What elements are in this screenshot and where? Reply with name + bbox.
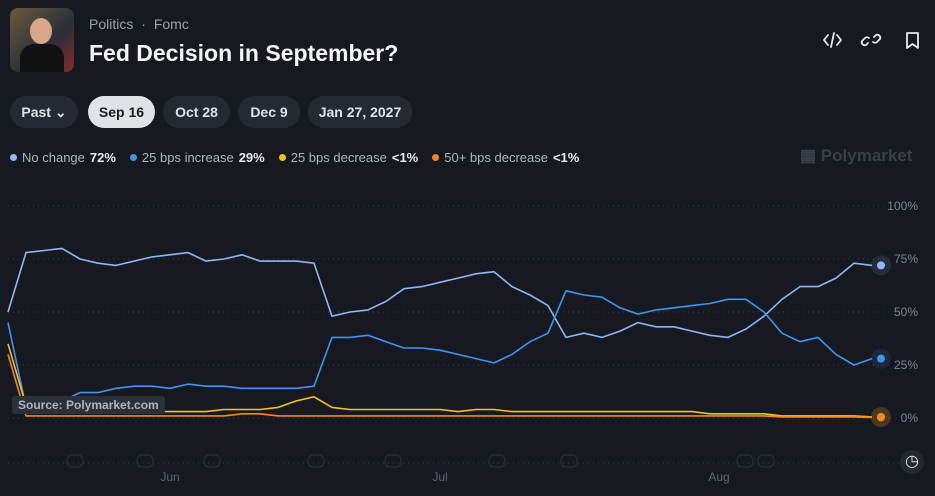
range-handle (136, 454, 154, 468)
legend-dot (10, 154, 17, 161)
range-handle (66, 454, 84, 468)
legend-dot (278, 154, 286, 161)
x-tick-label: Jul (432, 470, 447, 484)
legend-name: No change (22, 150, 85, 165)
series-line (7, 290, 873, 409)
legend-value: 29% (238, 150, 265, 165)
category[interactable]: Politics (89, 16, 134, 32)
date-tab[interactable]: Sep 16 (88, 96, 155, 128)
legend-entry[interactable]: 50+ bps decrease <1% (432, 150, 579, 165)
brand: Polymarket (820, 146, 913, 165)
header-icons (823, 32, 919, 49)
end-dot (877, 354, 885, 363)
date-tab[interactable]: Jan 27, 2027 (308, 96, 412, 128)
y-tick-label: 50% (894, 305, 918, 319)
date-tab[interactable]: Dec 9 (238, 96, 300, 128)
legend-dot (129, 154, 137, 161)
x-tick-label: Aug (708, 470, 729, 484)
y-tick-label: 100% (887, 199, 918, 213)
legend-dot (432, 154, 440, 161)
dropdown-label: Past (21, 104, 51, 120)
end-dot (877, 413, 885, 422)
embed-icon[interactable] (823, 32, 842, 48)
legend-name: 25 bps decrease (290, 150, 387, 165)
end-dot (877, 261, 885, 270)
separator: · (141, 16, 146, 32)
legend-value: <1% (552, 150, 580, 165)
y-tick-label: 0% (901, 411, 919, 425)
legend-value: 72% (89, 150, 116, 165)
market-image (10, 8, 74, 72)
x-tick-label: Jun (160, 470, 179, 484)
range-handle (736, 454, 754, 468)
legend-name: 25 bps increase (141, 150, 234, 165)
range-handle (488, 454, 506, 468)
brand-watermark: ▦ Polymarket (800, 146, 913, 165)
legend-entry[interactable]: 25 bps increase 29% (129, 150, 265, 165)
title: Fed Decision in September? (89, 40, 399, 66)
legend-entry[interactable]: 25 bps decrease <1% (278, 150, 419, 165)
range-handle (384, 454, 402, 468)
bookmark-icon[interactable] (906, 32, 919, 49)
series-line (7, 354, 873, 419)
date-tab[interactable]: Oct 28 (163, 96, 230, 128)
source: Source: Polymarket.com (12, 396, 165, 414)
history-button[interactable]: ◷ (900, 450, 924, 474)
range-handle (203, 454, 221, 468)
legend-name: 50+ bps decrease (444, 150, 548, 165)
y-tick-label: 75% (894, 252, 918, 266)
range-handle (757, 454, 775, 468)
dropdown[interactable]: Past ⌄ (10, 96, 78, 128)
range-handle (307, 454, 325, 468)
legend-value: <1% (391, 150, 419, 165)
range-handle (560, 454, 578, 468)
y-tick-label: 25% (894, 358, 918, 372)
subcategory[interactable]: Fomc (153, 16, 189, 32)
legend: No change 72% 25 bps increase 29% 25 bps dec… (10, 150, 579, 165)
link-icon[interactable] (860, 33, 882, 47)
legend-entry[interactable]: No change 72% (10, 150, 116, 165)
series-line (7, 247, 873, 339)
